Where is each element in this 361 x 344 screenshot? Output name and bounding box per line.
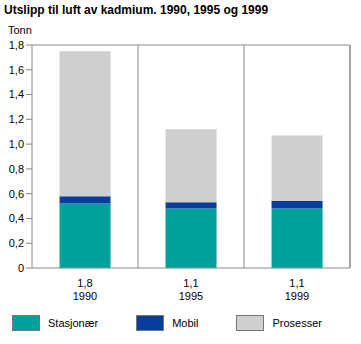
svg-text:0,4: 0,4	[9, 212, 24, 224]
svg-text:1,1: 1,1	[183, 277, 198, 289]
svg-text:1,8: 1,8	[77, 277, 92, 289]
html-text:Mobil: Mobil	[172, 317, 199, 329]
svg-text:0,2: 0,2	[9, 237, 24, 249]
svg-text:1,6: 1,6	[9, 64, 24, 76]
html-text:Utslipp til luft av kadmium. 1: Utslipp til luft av kadmium. 1990, 1995 …	[4, 3, 269, 17]
svg-text:0: 0	[18, 262, 24, 274]
svg-text:0,6: 0,6	[9, 188, 24, 200]
svg-text:1999: 1999	[285, 290, 309, 302]
html-text:Tonn: Tonn	[8, 24, 32, 36]
svg-text:0,8: 0,8	[9, 163, 24, 175]
svg-text:1995: 1995	[179, 290, 203, 302]
svg-text:1,2: 1,2	[9, 113, 24, 125]
html-text:Stasjonær: Stasjonær	[48, 317, 99, 329]
svg-text:1,4: 1,4	[9, 88, 24, 100]
svg-text:1,1: 1,1	[289, 277, 304, 289]
svg-text:1990: 1990	[73, 290, 97, 302]
html-text:Prosesser: Prosesser	[272, 317, 322, 329]
svg-text:1,0: 1,0	[9, 138, 24, 150]
svg-text:1,8: 1,8	[9, 39, 24, 51]
